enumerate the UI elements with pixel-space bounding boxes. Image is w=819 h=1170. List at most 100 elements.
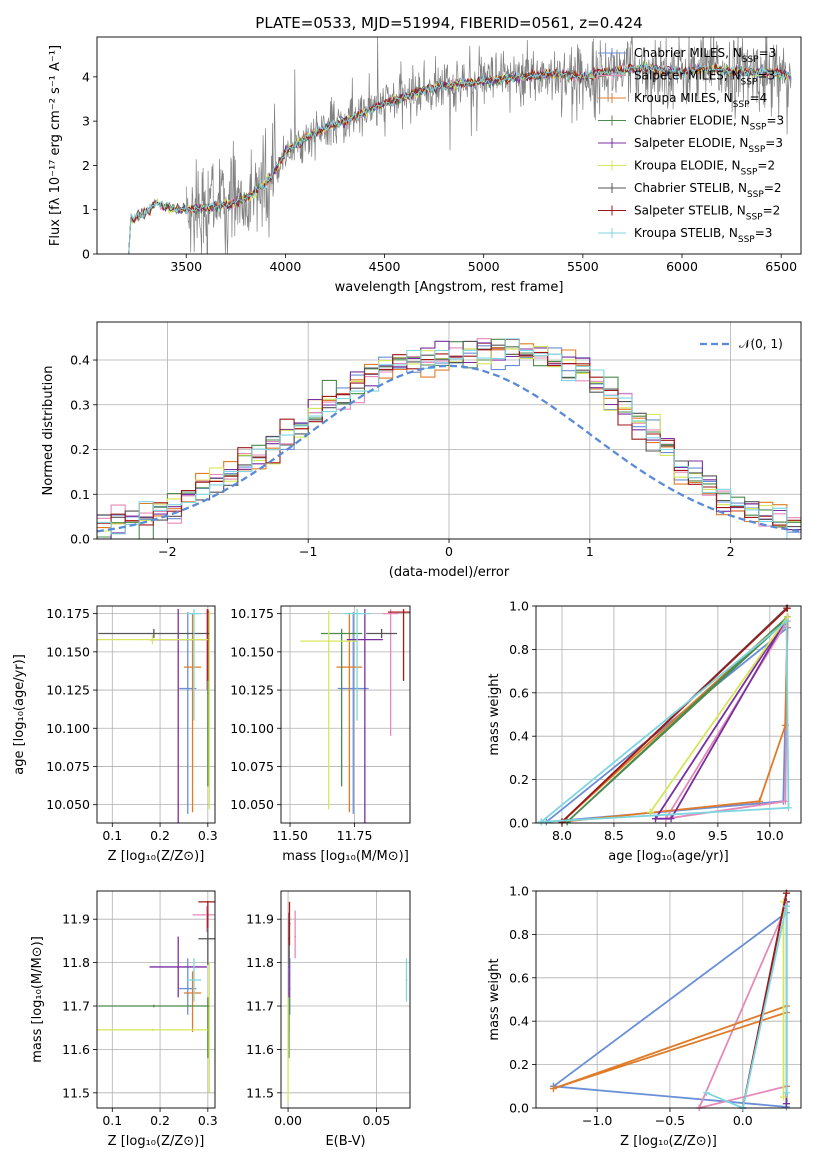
y-tick-label: 10.100 — [46, 721, 90, 736]
weight-polyline — [706, 906, 788, 1110]
spectrum-frame — [96, 36, 802, 255]
errorbar-point-salpeter-miles — [192, 906, 215, 933]
weight-marker — [652, 815, 660, 823]
weight-polyline — [649, 616, 789, 813]
y-tick-label: 0.6 — [509, 685, 529, 700]
weight-polyline — [545, 625, 789, 823]
legend-subscript: SSP — [741, 78, 758, 88]
weight-series-chabrier-miles — [542, 624, 791, 826]
mass_vs_ebv-frame — [280, 890, 411, 1109]
x-tick-label: 11.50 — [272, 828, 308, 843]
weight-marker — [558, 818, 566, 826]
age_vs_Z-axes: 0.1 0.2 0.3 10.050 10.075 10.100 10.125 10.150 1… — [46, 606, 218, 843]
weight-series-salpeter-stelib — [558, 604, 791, 826]
y-tick-label: 0.0 — [509, 1101, 529, 1116]
y-tick-label: 0.8 — [509, 927, 529, 942]
legend-label-salpeter-elodie: Salpeter ELODIE, NSSP=3 — [634, 136, 783, 155]
x-tick-label: 9.0 — [656, 828, 676, 843]
x-tick-label: 6000 — [666, 259, 698, 274]
weight_vs_Z-y-label: mass weight — [487, 958, 502, 1040]
errorbar-point-kroupa-miles — [336, 613, 363, 813]
age_vs_mass-frame — [280, 605, 411, 824]
y-tick-label: 11.5 — [62, 1085, 90, 1100]
weight-polyline — [561, 607, 789, 823]
y-tick-label: 1.0 — [509, 884, 529, 899]
errorbar-point-kroupa-elodie — [300, 610, 358, 810]
weight-marker — [755, 797, 763, 805]
weight-marker — [667, 815, 675, 823]
y-tick-label: 0.4 — [509, 729, 529, 744]
y-tick-label: 10.125 — [46, 683, 90, 698]
x-tick-label: 4000 — [269, 259, 301, 274]
weight_vs_Z-axes: −1.0 −0.5 0.0 0.0 0.2 0.4 0.6 0.8 1.0 — [509, 884, 801, 1128]
errorbar-point-chabrier-stelib — [98, 628, 210, 639]
y-tick-label: 10.050 — [46, 797, 90, 812]
weight-marker — [549, 1084, 557, 1092]
x-tick-label: 11.75 — [337, 828, 373, 843]
y-tick-label: 1 — [82, 202, 90, 217]
x-tick-label: −1 — [299, 544, 317, 559]
y-tick-label: 0.8 — [509, 642, 529, 657]
weight-marker — [537, 818, 545, 826]
errorbar-point-kroupa-elodie — [208, 962, 211, 1093]
weight-marker — [782, 1089, 790, 1097]
x-tick-label: 4500 — [369, 259, 401, 274]
legend-label-chabrier-elodie: Chabrier ELODIE, NSSP=3 — [634, 114, 784, 133]
x-tick-label: 0.1 — [102, 828, 122, 843]
y-tick-label: 11.7 — [62, 999, 90, 1014]
x-tick-label: 0.2 — [150, 1113, 170, 1128]
age_vs_mass-x-label: mass [log₁₀(M/M⊙)] — [282, 849, 409, 864]
errorbar-point-chabrier-stelib — [366, 628, 398, 639]
x-tick-label: 8.5 — [604, 828, 624, 843]
normal-reference-curve — [96, 364, 802, 533]
legend-label-kroupa-elodie: Kroupa ELODIE, NSSP=2 — [634, 159, 775, 178]
errorbar-point-kroupa-stelib — [186, 958, 202, 1002]
weight-marker — [782, 1100, 790, 1108]
errorbar-point-chabrier-miles — [337, 612, 369, 814]
weight-series-salpeter-elodie — [652, 613, 791, 823]
legend-label-kroupa-miles: Kroupa MILES, NSSP=4 — [634, 91, 767, 110]
errorbar-point-kroupa-elodie — [97, 635, 208, 645]
y-tick-label: 3 — [82, 114, 90, 129]
y-tick-label: 11.8 — [246, 955, 274, 970]
weight-series-kroupa-elodie — [780, 898, 788, 1101]
x-tick-label: 8.0 — [552, 828, 572, 843]
x-tick-label: 0.1 — [102, 1113, 122, 1128]
legend-label-kroupa-stelib: Kroupa STELIB, NSSP=3 — [634, 226, 772, 245]
mass_vs_ebv-x-label: E(B-V) — [325, 1134, 365, 1149]
y-tick-label: 11.9 — [62, 912, 90, 927]
y-tick-label: 10.075 — [46, 759, 90, 774]
y-tick-label: 11.6 — [62, 1042, 90, 1057]
spectrum-axes: 3500 4000 4500 5000 5500 6000 6500 0 1 2 3 4 — [82, 69, 797, 274]
y-tick-label: 1.0 — [509, 599, 529, 614]
y-tick-label: 10.075 — [230, 759, 274, 774]
legend-subscript: SSP — [748, 145, 765, 155]
weight-polyline — [654, 616, 789, 820]
x-tick-label: 9.5 — [708, 828, 728, 843]
y-tick-label: 0.0 — [70, 532, 90, 547]
y-tick-label: 0.6 — [509, 970, 529, 985]
weight-marker — [646, 808, 654, 816]
errorbar-point-salpeter-stelib — [388, 609, 410, 681]
legend-subscript: SSP — [741, 168, 758, 178]
residuals-y-label: Normed distribution — [41, 366, 56, 496]
errorbar-point-salpeter-elodie — [149, 936, 207, 998]
x-tick-label: −0.5 — [655, 1113, 685, 1128]
weight-polyline — [540, 619, 790, 823]
weight-marker — [780, 1093, 788, 1101]
y-tick-label: 11.6 — [246, 1042, 274, 1057]
errorbar-point-salpeter-stelib — [206, 609, 209, 681]
legend-suffix: =4 — [750, 91, 768, 105]
y-tick-label: 0.1 — [70, 487, 90, 502]
errorbar-point-kroupa-elodie — [208, 610, 211, 810]
legend-subscript: SSP — [738, 235, 755, 245]
y-tick-label: 0.4 — [70, 353, 90, 368]
errorbar-point-kroupa-stelib — [344, 609, 371, 721]
spectrum-x-label: wavelength [Angstrom, rest frame] — [335, 280, 564, 295]
errorbar-point-kroupa-miles — [183, 971, 202, 1033]
y-tick-label: 0.2 — [70, 442, 90, 457]
x-tick-label: 1 — [586, 544, 594, 559]
legend-subscript: SSP — [746, 213, 763, 223]
x-tick-label: 0 — [445, 544, 453, 559]
mass_vs_ebv-axes: 0.00 0.05 11.5 11.6 11.7 11.8 11.9 — [246, 891, 410, 1128]
